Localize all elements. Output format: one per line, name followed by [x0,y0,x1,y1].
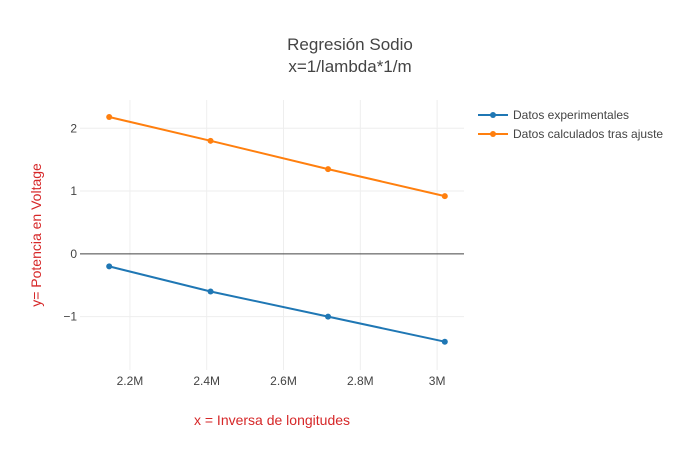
x-tick-label: 3M [429,374,446,388]
data-point[interactable] [325,166,332,173]
chart-title-line-1: Regresión Sodio [287,35,413,54]
y-tick-label: 1 [70,184,77,198]
y-tick-label: 0 [70,247,77,261]
y-tick-label: 2 [70,121,77,135]
data-point[interactable] [441,338,448,345]
legend-swatch-marker-experimental [490,112,496,118]
x-tick-label: 2.8M [347,374,374,388]
legend-item-experimental[interactable]: Datos experimentales [478,108,629,122]
y-axis-title: y= Potencia en Voltage [28,163,44,307]
legend[interactable]: Datos experimentales Datos calculados tr… [478,108,663,141]
tick-label-layer: 2.2M 2.4M 2.6M 2.8M 3M −1 0 1 2 [63,121,445,388]
data-point[interactable] [207,288,214,295]
legend-item-fitted[interactable]: Datos calculados tras ajuste [478,127,663,141]
x-tick-label: 2.2M [117,374,144,388]
data-point[interactable] [325,313,332,320]
data-point[interactable] [106,263,113,270]
legend-swatch-marker-fitted [490,131,496,137]
legend-label-fitted: Datos calculados tras ajuste [513,127,663,141]
series-line-0 [108,265,446,343]
series-line-1 [108,116,446,198]
chart-title-line-2: x=1/lambda*1/m [288,57,411,76]
legend-label-experimental: Datos experimentales [513,108,629,122]
grid-layer [80,100,464,370]
y-tick-label: −1 [63,310,77,324]
x-tick-label: 2.4M [193,374,220,388]
data-point[interactable] [441,193,448,200]
x-axis-title: x = Inversa de longitudes [194,412,350,428]
series-layer [106,113,448,345]
data-point[interactable] [106,113,113,120]
data-point[interactable] [207,137,214,144]
x-tick-label: 2.6M [270,374,297,388]
